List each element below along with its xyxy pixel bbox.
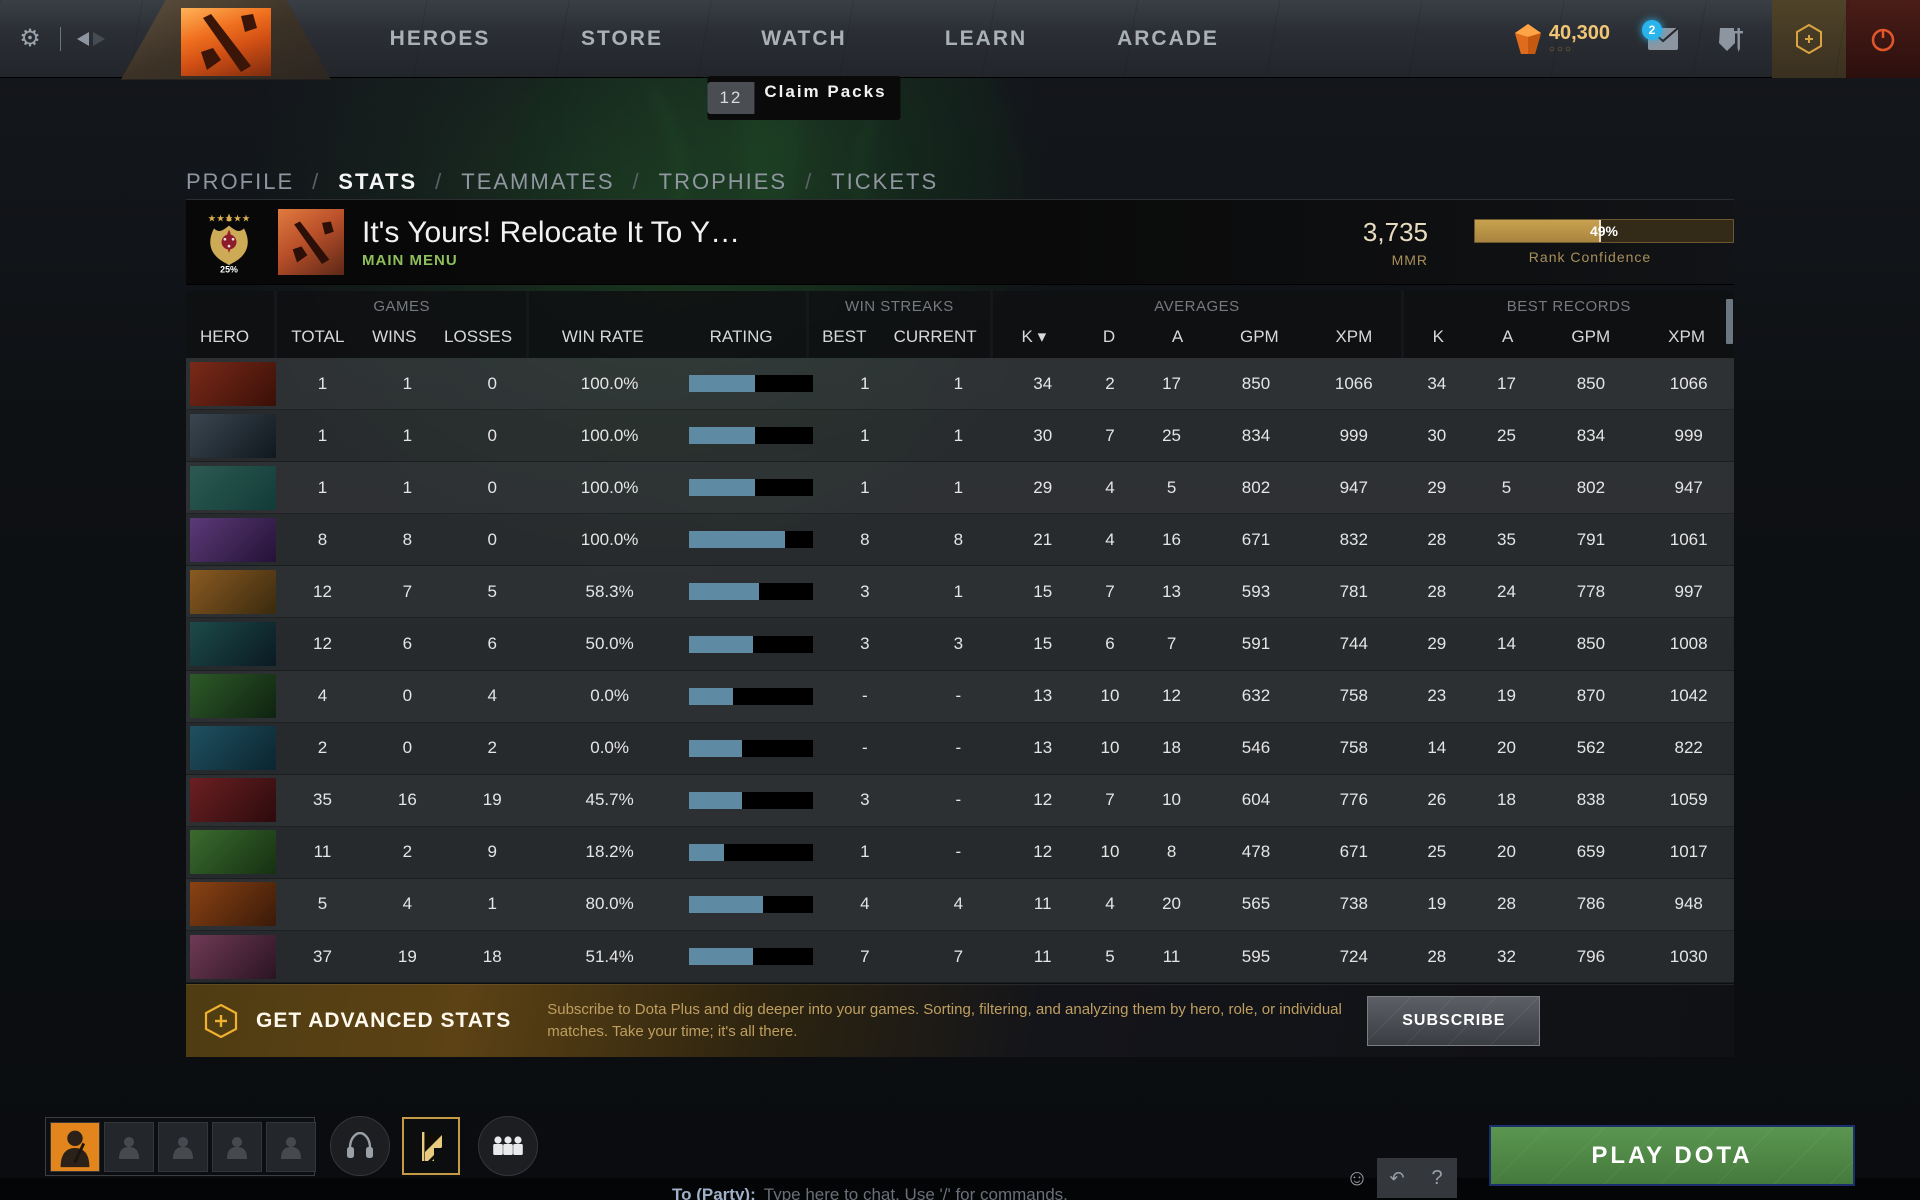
svg-text:25%: 25% [220,265,238,275]
svg-text:★★★★★: ★★★★★ [208,214,251,225]
